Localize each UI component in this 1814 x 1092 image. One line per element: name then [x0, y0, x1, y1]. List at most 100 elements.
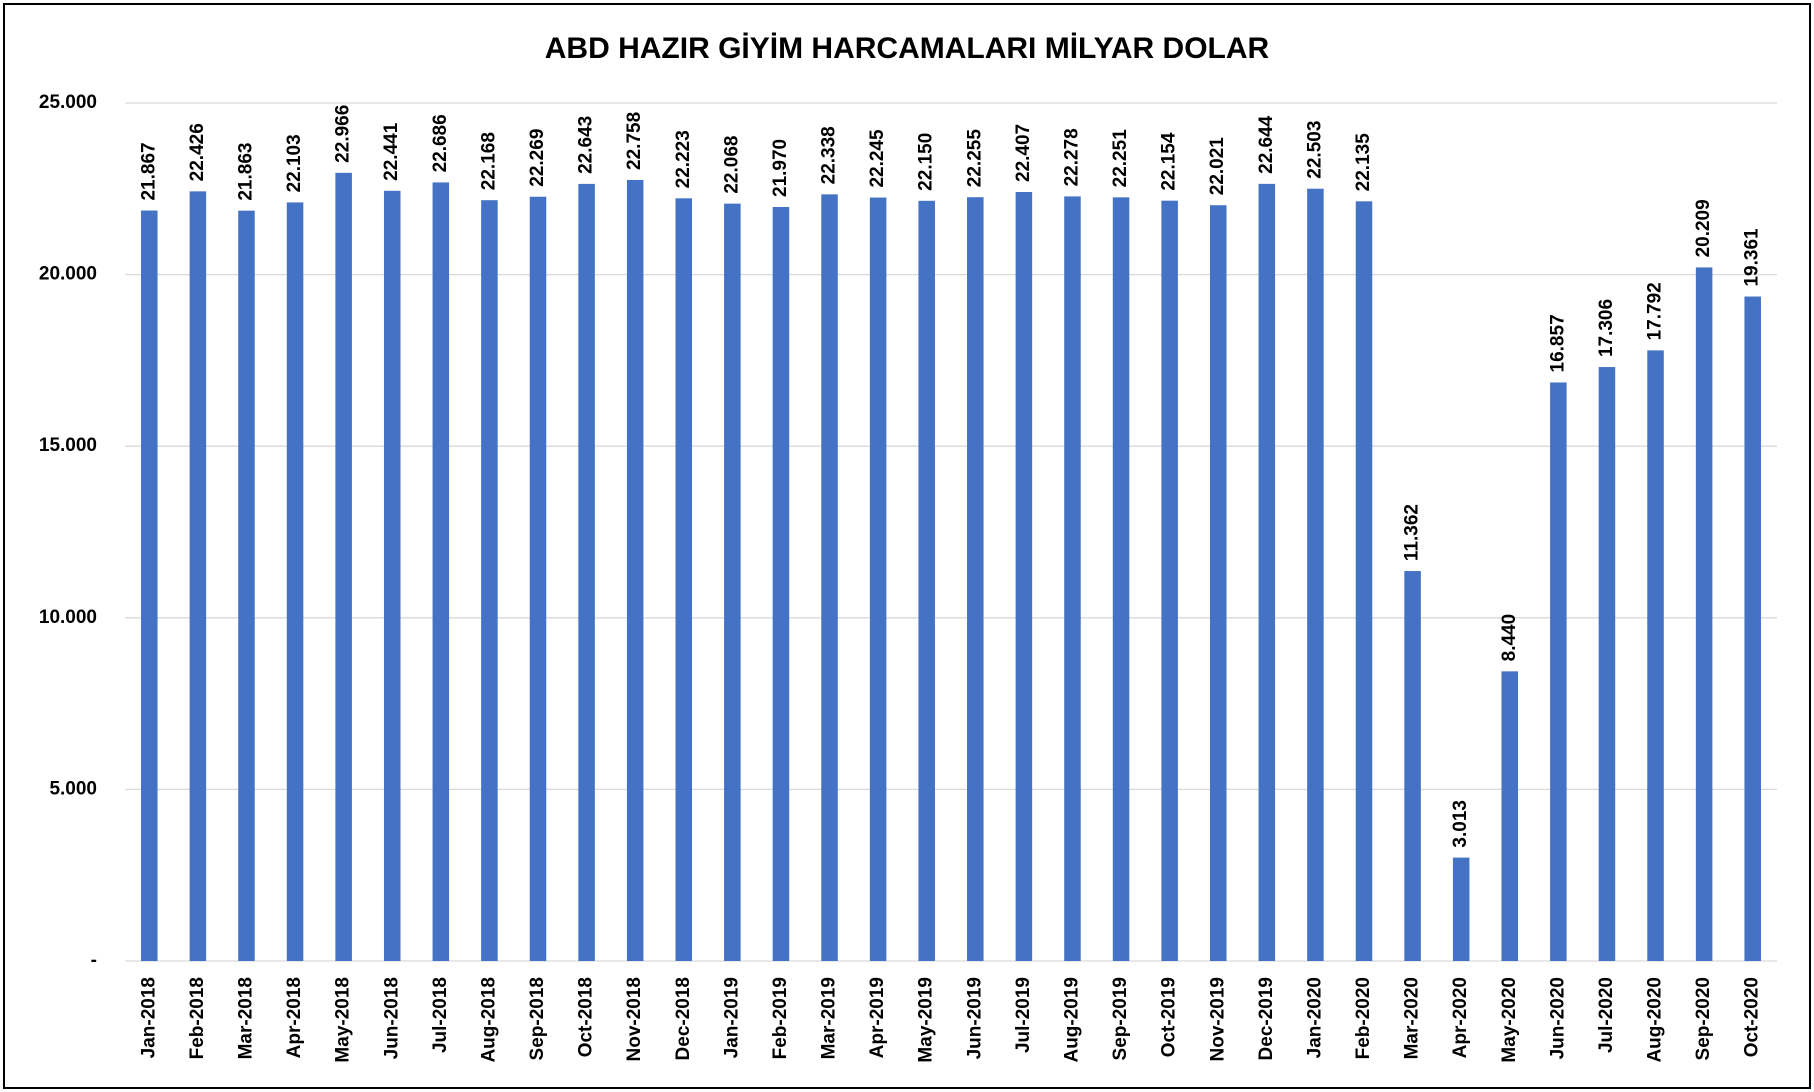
value-label: 21.867	[138, 142, 159, 200]
bar	[1258, 183, 1276, 962]
x-tick-label: Mar-2020	[1402, 977, 1423, 1059]
value-label: 22.245	[867, 129, 888, 188]
value-label: 22.278	[1061, 128, 1082, 186]
value-label: 3.013	[1450, 800, 1471, 848]
x-tick-label: Feb-2020	[1353, 977, 1374, 1059]
value-label: 22.407	[1013, 124, 1034, 182]
bar	[1598, 367, 1616, 961]
value-label: 21.863	[235, 143, 256, 201]
x-tick-label: Aug-2019	[1061, 977, 1082, 1063]
x-tick-label: Aug-2018	[478, 977, 499, 1063]
bar	[529, 196, 547, 962]
bar	[1064, 196, 1081, 961]
bar	[1404, 571, 1421, 961]
value-label: 22.426	[187, 123, 208, 181]
x-tick-label: Jul-2019	[1013, 977, 1034, 1053]
x-tick-label: Jun-2020	[1547, 977, 1568, 1059]
x-tick-label: Feb-2018	[187, 977, 208, 1059]
x-tick-label: Sep-2020	[1693, 977, 1714, 1060]
x-tick-label: Jun-2019	[964, 977, 985, 1059]
value-label: 22.441	[381, 122, 402, 181]
bar	[1112, 197, 1130, 961]
x-tick-label: Oct-2018	[576, 977, 597, 1057]
bar	[967, 197, 984, 962]
value-label: 22.255	[964, 129, 985, 188]
x-tick-label: May-2018	[333, 977, 354, 1063]
bar	[189, 191, 207, 962]
bar	[1695, 267, 1713, 961]
value-label: 22.154	[1159, 132, 1180, 191]
x-tick-label: Apr-2020	[1450, 977, 1471, 1058]
value-label: 22.150	[916, 133, 937, 191]
value-label: 11.362	[1402, 504, 1423, 561]
bar	[675, 198, 693, 961]
x-tick-label: Oct-2019	[1159, 977, 1180, 1057]
bar	[1744, 296, 1761, 961]
value-label: 22.021	[1207, 137, 1228, 196]
bar	[578, 183, 595, 962]
bar	[1161, 200, 1178, 962]
bar	[1015, 191, 1033, 961]
value-label: 22.223	[673, 130, 694, 188]
y-tick-label: 10.000	[39, 607, 97, 628]
bar	[772, 206, 790, 961]
bar	[432, 182, 450, 961]
value-label: 19.361	[1742, 228, 1763, 287]
x-tick-label: Oct-2020	[1742, 977, 1763, 1057]
bar	[1452, 857, 1470, 961]
value-label: 17.306	[1596, 299, 1617, 357]
value-label: 22.068	[721, 136, 742, 194]
chart-title: ABD HAZIR GİYİM HARCAMALARI MİLYAR DOLAR	[545, 32, 1270, 65]
bar	[869, 197, 887, 961]
bar	[141, 210, 158, 962]
value-label: 17.792	[1645, 282, 1666, 340]
value-label: 22.103	[284, 134, 305, 192]
value-label: 16.857	[1547, 314, 1568, 372]
x-tick-label: Mar-2018	[235, 977, 256, 1059]
value-label: 22.758	[624, 112, 645, 170]
y-tick-label: 25.000	[39, 92, 97, 113]
value-label: 22.168	[478, 132, 499, 190]
x-tick-label: Mar-2019	[819, 977, 840, 1059]
y-tick-label: -	[91, 950, 97, 971]
y-tick-label: 20.000	[39, 264, 97, 285]
x-tick-label: Sep-2018	[527, 977, 548, 1060]
x-tick-label: Feb-2019	[770, 977, 791, 1059]
x-tick-label: Jul-2020	[1596, 977, 1617, 1053]
y-tick-label: 5.000	[49, 778, 97, 799]
x-tick-label: Jan-2020	[1304, 977, 1325, 1058]
x-tick-label: May-2020	[1499, 977, 1520, 1063]
value-label: 22.644	[1256, 115, 1277, 174]
value-label: 22.686	[430, 114, 451, 172]
x-tick-label: Sep-2019	[1110, 977, 1131, 1060]
x-tick-label: Jun-2018	[381, 977, 402, 1059]
value-label: 22.251	[1110, 129, 1131, 188]
bar	[626, 179, 644, 961]
bar	[481, 200, 498, 962]
value-label: 8.440	[1499, 614, 1520, 662]
bar	[1501, 671, 1519, 961]
x-tick-label: Jan-2018	[138, 977, 159, 1058]
value-label: 21.970	[770, 139, 791, 197]
x-tick-label: Aug-2020	[1645, 977, 1666, 1063]
value-label: 20.209	[1693, 199, 1714, 257]
bar	[335, 172, 352, 961]
bar	[1550, 382, 1567, 961]
bar	[238, 210, 255, 961]
bar	[1209, 205, 1227, 962]
bar	[918, 200, 935, 961]
x-tick-label: Apr-2018	[284, 977, 305, 1058]
x-tick-label: Nov-2018	[624, 977, 645, 1062]
bar	[1307, 188, 1324, 962]
x-tick-label: Jan-2019	[721, 977, 742, 1058]
value-label: 22.135	[1353, 133, 1374, 192]
bar	[1647, 350, 1664, 962]
value-label: 22.338	[819, 126, 840, 184]
y-tick-label: 15.000	[39, 435, 97, 456]
x-tick-label: Nov-2019	[1207, 977, 1228, 1062]
x-tick-label: Jul-2018	[430, 977, 451, 1053]
value-label: 22.503	[1304, 121, 1325, 179]
bar	[724, 203, 741, 962]
value-label: 22.643	[576, 116, 597, 174]
